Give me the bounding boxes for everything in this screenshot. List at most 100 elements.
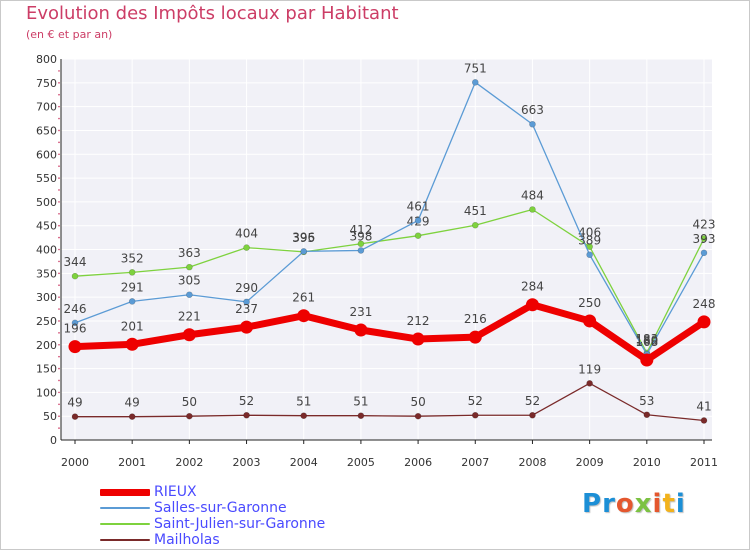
data-label: 284 [521,280,544,294]
series-line [71,301,708,364]
data-label: 50 [410,395,425,409]
series-line [74,208,705,354]
y-minor-tick [58,332,60,334]
legend-swatch [100,489,150,496]
y-minor-tick [58,296,60,298]
data-point [414,217,422,224]
chart-title: Evolution des Impôts locaux par Habitant [26,3,399,24]
data-point [243,411,250,419]
data-label: 53 [639,394,654,408]
data-point [700,249,708,257]
data-point [128,413,136,420]
y-tick-label: 50 [43,410,57,423]
data-point [529,206,536,213]
data-point [583,314,597,328]
y-minor-tick [58,224,60,227]
data-label: 423 [693,218,716,232]
x-tick-label: 2001 [118,456,146,469]
y-tick-label: 600 [36,148,57,161]
y-minor-tick [58,189,60,191]
chart-subtitle: (en € et par an) [26,28,113,41]
data-label: 41 [696,399,711,413]
data-label: 393 [693,232,716,246]
data-label: 451 [464,204,487,218]
data-point [414,412,422,420]
data-point [243,244,250,251]
data-point [471,411,479,419]
y-minor-tick [58,165,60,167]
data-point [297,309,311,323]
y-tick-label: 0 [50,434,57,447]
data-label: 180 [635,333,658,347]
y-tick-label: 350 [36,267,57,280]
y-minor-tick [58,201,60,203]
data-label: 216 [464,312,487,326]
y-tick-label: 150 [36,363,57,376]
y-minor-tick [58,248,60,251]
data-point [586,380,593,387]
data-point [643,411,651,419]
data-label: 751 [464,61,487,75]
data-label: 404 [235,227,258,241]
data-point [186,412,193,420]
y-tick-label: 250 [36,315,57,328]
data-point [700,235,708,242]
data-label: 290 [235,281,258,295]
y-minor-tick [58,212,60,215]
y-minor-tick [58,93,60,96]
data-label: 49 [125,396,140,410]
data-point [71,319,79,327]
legend-label: Saint-Julien-sur-Garonne [154,516,326,532]
y-minor-tick [58,343,60,346]
data-label: 406 [578,226,601,240]
data-label: 389 [578,234,601,248]
data-label: 246 [64,302,87,316]
y-tick-label: 550 [36,172,57,185]
y-minor-tick [58,284,60,287]
data-point [357,412,365,420]
data-point [182,328,196,342]
data-point [68,340,82,354]
proxiti-logo: Proxiti [582,489,686,519]
y-minor-tick [58,82,60,84]
x-tick-label: 2005 [347,456,375,469]
data-label: 461 [407,199,430,213]
x-tick-label: 2004 [290,456,318,469]
y-minor-tick [58,391,60,394]
y-tick-label: 500 [36,196,57,209]
data-label: 484 [521,188,544,202]
data-label: 51 [353,395,368,409]
x-tick-label: 2009 [576,456,604,469]
data-point [640,353,654,367]
data-label: 261 [292,291,315,305]
data-point [128,269,136,276]
data-point [529,411,536,419]
data-label: 221 [178,310,201,324]
y-minor-tick [58,117,60,120]
data-point [125,337,139,351]
data-point [243,298,250,306]
y-tick-label: 450 [36,220,57,233]
x-tick-label: 2002 [175,456,203,469]
x-tick-label: 2008 [518,456,546,469]
y-tick-label: 200 [36,339,57,352]
y-minor-tick [58,260,60,263]
series-line [74,382,705,422]
x-tick-label: 2010 [633,456,661,469]
data-label: 49 [67,396,82,410]
y-minor-tick [58,415,60,417]
data-label: 231 [349,305,372,319]
data-label: 398 [349,229,372,243]
data-label: 395 [292,231,315,245]
series-line [74,81,705,355]
data-label: 51 [296,395,311,409]
y-tick-label: 750 [36,77,57,90]
data-point [525,298,539,312]
data-label: 250 [578,296,601,310]
data-label: 291 [121,280,144,294]
legend-label: Mailholas [154,532,220,548]
data-label: 201 [121,319,144,333]
data-point [240,320,254,334]
data-point [300,248,308,255]
data-point [300,412,308,420]
